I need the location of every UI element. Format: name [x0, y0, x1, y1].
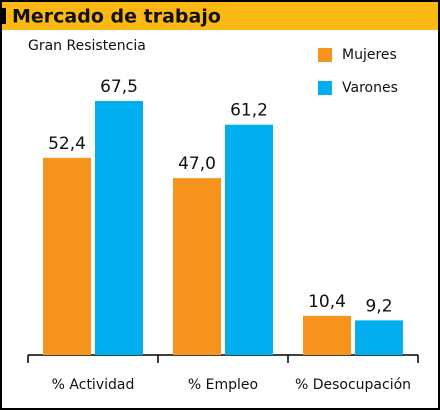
- legend-label: Varones: [342, 80, 398, 96]
- value-label: 9,2: [365, 296, 392, 316]
- x-tick-label: % Actividad: [52, 377, 135, 393]
- x-tick-label: % Desocupación: [295, 377, 411, 393]
- chart-subtitle: Gran Resistencia: [28, 38, 146, 54]
- title-notch: [0, 8, 6, 24]
- value-label: 52,4: [48, 134, 86, 154]
- value-label: 47,0: [178, 154, 216, 174]
- bar: [95, 101, 143, 355]
- bar: [225, 124, 273, 355]
- legend-swatch: [318, 81, 332, 95]
- value-label: 10,4: [308, 292, 346, 312]
- legend-label: Mujeres: [342, 47, 397, 63]
- bar: [355, 320, 403, 355]
- value-label: 67,5: [100, 77, 138, 97]
- bar: [173, 178, 221, 355]
- bar: [43, 157, 91, 355]
- bar: [303, 315, 351, 355]
- legend-swatch: [318, 48, 332, 62]
- x-tick-label: % Empleo: [188, 377, 258, 393]
- value-label: 61,2: [230, 101, 268, 121]
- title-banner: [2, 2, 438, 30]
- chart-title: Mercado de trabajo: [12, 6, 221, 28]
